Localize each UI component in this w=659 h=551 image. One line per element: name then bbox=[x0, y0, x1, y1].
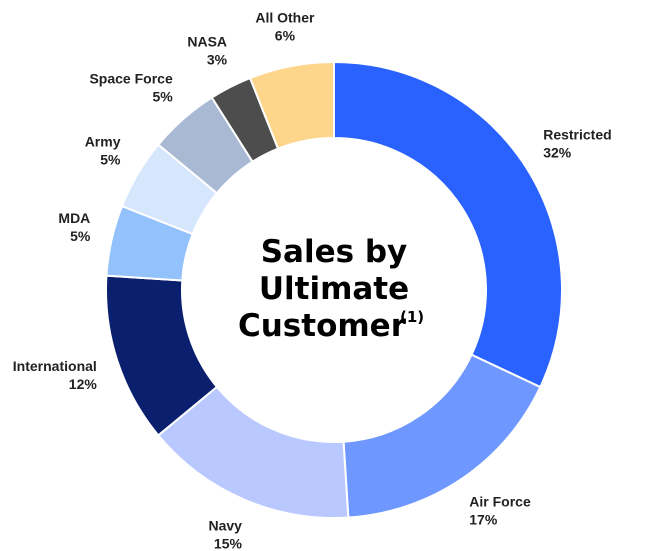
title-superscript: (1) bbox=[400, 308, 424, 326]
slice-label: All Other bbox=[255, 10, 315, 26]
slice-label: NASA bbox=[187, 34, 227, 50]
donut-slice bbox=[248, 60, 335, 150]
slice-value-label: 5% bbox=[100, 152, 121, 168]
title-line: Customer bbox=[238, 308, 407, 344]
title-line: Sales by bbox=[261, 234, 408, 270]
slice-value-label: 3% bbox=[207, 52, 228, 68]
slice-value-label: 32% bbox=[543, 145, 572, 161]
slice-label: Space Force bbox=[89, 70, 172, 86]
slice-label: International bbox=[13, 358, 97, 374]
slice-value-label: 12% bbox=[69, 376, 98, 392]
slice-value-label: 6% bbox=[275, 28, 296, 44]
donut-slice bbox=[333, 60, 563, 389]
slice-label: Army bbox=[85, 134, 121, 150]
slice-label: MDA bbox=[58, 210, 90, 226]
slice-value-label: 15% bbox=[214, 535, 243, 551]
title-line: Ultimate bbox=[259, 271, 409, 307]
slice-label: Navy bbox=[208, 517, 242, 533]
slice-value-label: 5% bbox=[70, 228, 91, 244]
slice-label: Restricted bbox=[543, 127, 611, 143]
slice-label: Air Force bbox=[469, 494, 531, 510]
slice-value-label: 5% bbox=[153, 88, 174, 104]
slice-value-label: 17% bbox=[469, 512, 498, 528]
